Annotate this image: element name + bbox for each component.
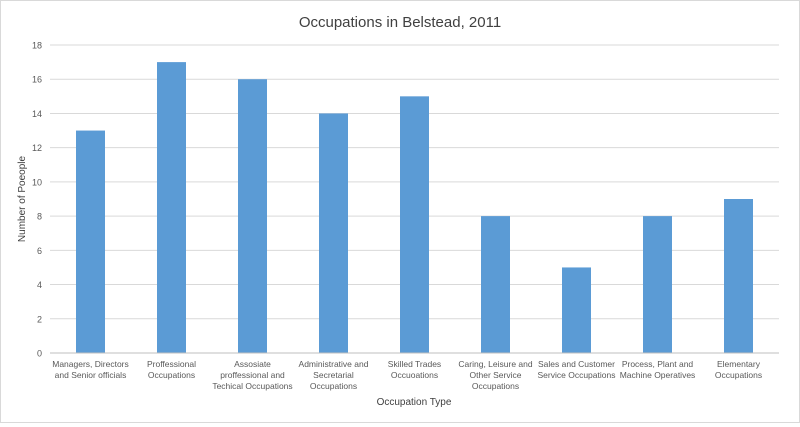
x-tick-label-line: Occupations	[472, 381, 519, 391]
bar	[724, 199, 753, 353]
x-tick-label-line: Managers, Directors	[52, 359, 129, 369]
y-tick-label: 18	[32, 41, 42, 51]
y-tick-label: 4	[37, 280, 42, 290]
bar	[643, 216, 672, 353]
y-axis-label: Number of Poeople	[17, 155, 28, 242]
x-tick-label-line: Elementary	[717, 359, 761, 369]
x-tick-label-line: Service Occupations	[538, 370, 616, 380]
x-tick-label-line: proffessional and	[220, 370, 285, 380]
x-tick-label: Administrative and Secretarial Occupations	[299, 359, 369, 391]
x-tick-label-line: Assosiate	[234, 359, 271, 369]
x-tick-label: Skilled Trades Occuoations	[388, 359, 441, 380]
x-tick-label-line: Proffessional	[147, 359, 196, 369]
y-tick-label: 2	[37, 314, 42, 324]
x-tick-label: Caring, Leisure and Other Service Occupati…	[458, 359, 532, 391]
x-tick-label: Sales and Customer Service Occupations	[538, 359, 616, 380]
bar	[400, 96, 429, 353]
x-tick-label-line: Sales and Customer	[538, 359, 615, 369]
x-tick-label-line: Secretarial	[313, 370, 354, 380]
x-tick-label: Proffessional Occupations	[147, 359, 196, 380]
x-tick-label: Process, Plant and Machine Operatives	[620, 359, 696, 380]
y-tick-label: 12	[32, 143, 42, 153]
x-tick-label-line: Administrative and	[299, 359, 369, 369]
x-tick-label-line: Occuoations	[391, 370, 438, 380]
x-axis-label: Occupation Type	[377, 397, 452, 408]
x-tick-label: Managers, Directors and Senior officials	[52, 359, 129, 380]
x-axis-ticks: Managers, Directors and Senior officials P…	[52, 359, 762, 391]
bar	[157, 62, 186, 353]
bar	[76, 130, 105, 353]
bar	[319, 113, 348, 353]
x-tick-label-line: Techical Occupations	[212, 381, 292, 391]
y-tick-label: 6	[37, 246, 42, 256]
y-tick-label: 16	[32, 75, 42, 85]
x-tick-label-line: Occupations	[148, 370, 195, 380]
x-tick-label-line: Occupations	[715, 370, 762, 380]
bar	[481, 216, 510, 353]
y-tick-label: 0	[37, 349, 42, 359]
y-tick-label: 10	[32, 177, 42, 187]
bars	[76, 62, 753, 353]
y-axis-ticks: 0 2 4 6 8 10 12 14 16 18	[32, 41, 42, 359]
bar	[238, 79, 267, 353]
x-tick-label-line: Machine Operatives	[620, 370, 696, 380]
x-tick-label-line: Caring, Leisure and	[458, 359, 532, 369]
x-tick-label-line: and Senior officials	[55, 370, 127, 380]
x-tick-label-line: Skilled Trades	[388, 359, 441, 369]
x-tick-label-line: Process, Plant and	[622, 359, 694, 369]
bar	[562, 267, 591, 353]
x-tick-label: Elementary Occupations	[715, 359, 762, 380]
chart-title: Occupations in Belstead, 2011	[299, 14, 501, 31]
x-tick-label-line: Occupations	[310, 381, 357, 391]
x-tick-label: Assosiate proffessional and Techical Occup…	[212, 359, 292, 391]
x-tick-label-line: Other Service	[470, 370, 522, 380]
y-tick-label: 14	[32, 109, 42, 119]
y-tick-label: 8	[37, 212, 42, 222]
